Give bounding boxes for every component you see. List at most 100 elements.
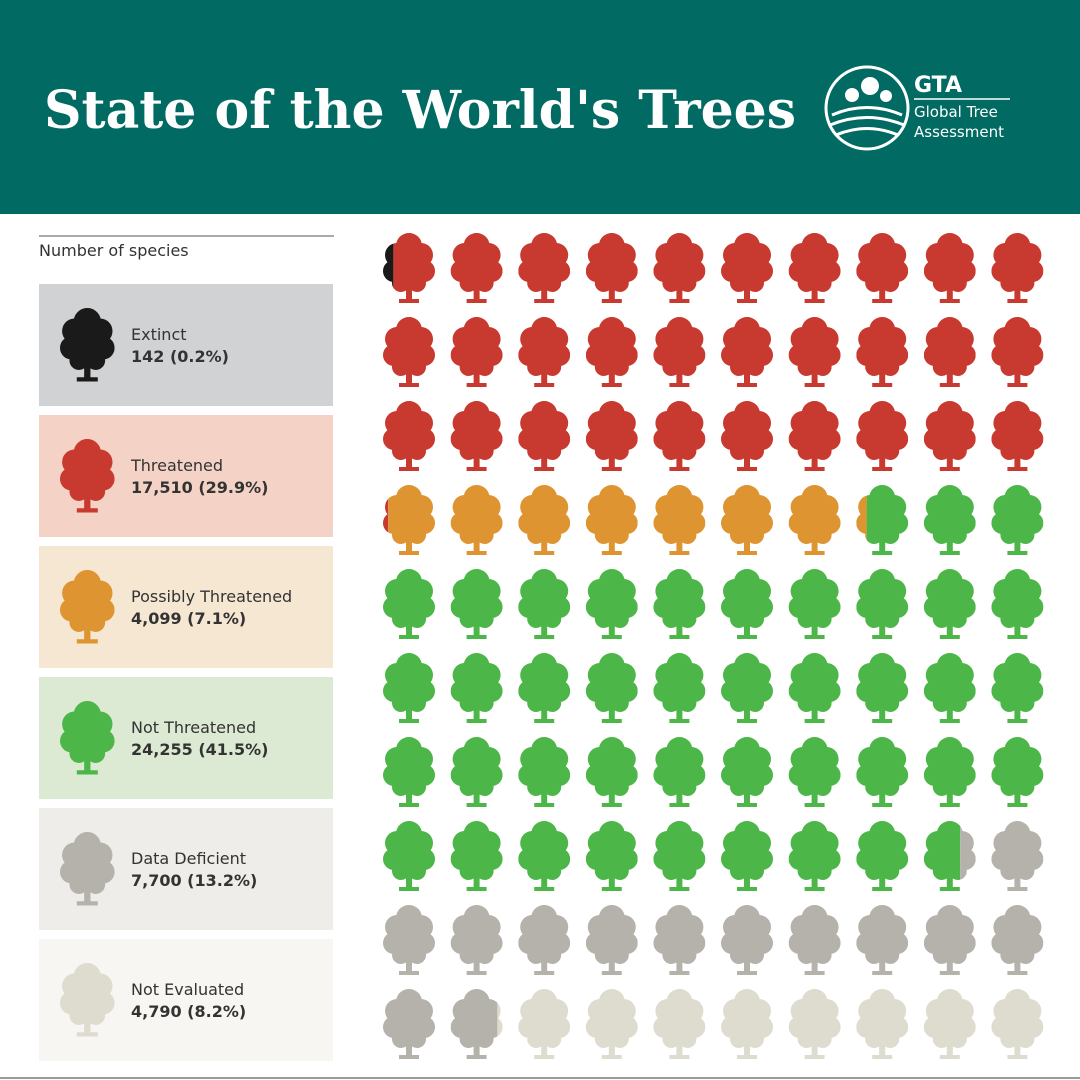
tree-segment xyxy=(518,233,571,303)
tree-shape xyxy=(923,653,976,723)
tree-segment xyxy=(383,821,435,891)
tree-shape xyxy=(856,233,909,303)
tree-segment xyxy=(383,401,435,471)
tree-shape xyxy=(518,821,571,891)
tree-shape xyxy=(856,317,909,387)
tree-segment xyxy=(585,485,638,555)
tree-shape xyxy=(923,821,976,891)
tree-segment xyxy=(653,233,706,303)
tree-shape xyxy=(585,905,638,975)
tree-shape xyxy=(383,569,435,639)
tree xyxy=(923,401,976,471)
tree xyxy=(923,821,976,891)
tree xyxy=(518,317,571,387)
tree xyxy=(991,317,1044,387)
legend-label: Not Evaluated xyxy=(131,980,244,999)
tree xyxy=(653,989,706,1059)
tree-shape xyxy=(653,317,706,387)
tree-segment xyxy=(585,737,638,807)
tree-shape xyxy=(991,989,1044,1059)
tree xyxy=(856,653,909,723)
tree xyxy=(653,569,706,639)
tree xyxy=(383,569,435,639)
tree-segment xyxy=(991,905,1044,975)
tree-segment xyxy=(923,401,976,471)
tree-shape xyxy=(653,989,706,1059)
tree-shape xyxy=(923,317,976,387)
tree xyxy=(923,905,976,975)
tree-segment xyxy=(991,569,1044,639)
tree-segment xyxy=(721,989,773,1059)
tree xyxy=(856,233,909,303)
tree-segment xyxy=(788,569,841,639)
tree-shape xyxy=(653,905,706,975)
tree-segment xyxy=(721,821,773,891)
tree-segment xyxy=(856,905,909,975)
tree xyxy=(721,821,773,891)
tree-shape xyxy=(518,401,571,471)
tree-segment xyxy=(721,317,773,387)
tree xyxy=(518,233,571,303)
tree xyxy=(856,401,909,471)
legend-value: 4,790 (8.2%) xyxy=(131,1002,246,1021)
tree xyxy=(585,401,638,471)
tree-shape xyxy=(721,233,773,303)
tree-segment xyxy=(585,401,638,471)
tree-segment xyxy=(856,317,909,387)
tree-shape xyxy=(450,233,503,303)
tree-shape xyxy=(383,737,435,807)
tree-shape xyxy=(585,485,638,555)
tree-shape xyxy=(721,401,773,471)
tree-shape xyxy=(653,401,706,471)
tree-shape xyxy=(518,989,571,1059)
tree xyxy=(585,233,638,303)
logo-name: Assessment xyxy=(914,123,1004,141)
tree-segment xyxy=(388,485,435,555)
tree-segment xyxy=(653,905,706,975)
tree-segment xyxy=(518,989,571,1059)
tree-shape xyxy=(788,569,841,639)
tree xyxy=(721,653,773,723)
tree xyxy=(450,485,503,555)
tree-segment xyxy=(450,653,503,723)
tree xyxy=(518,569,571,639)
tree xyxy=(383,485,435,555)
tree-segment xyxy=(923,569,976,639)
tree xyxy=(450,401,503,471)
tree-shape xyxy=(383,653,435,723)
tree-shape xyxy=(383,485,435,555)
tree-shape xyxy=(856,821,909,891)
legend-label: Possibly Threatened xyxy=(131,587,292,606)
tree-shape xyxy=(923,233,976,303)
legend-value: 142 (0.2%) xyxy=(131,347,229,366)
tree xyxy=(991,401,1044,471)
tree xyxy=(788,737,841,807)
tree-shape xyxy=(721,653,773,723)
tree xyxy=(653,233,706,303)
tree-shape xyxy=(721,737,773,807)
tree-shape xyxy=(653,233,706,303)
tree-shape xyxy=(450,821,503,891)
tree-shape xyxy=(721,317,773,387)
tree xyxy=(450,317,503,387)
tree-segment xyxy=(585,569,638,639)
tree xyxy=(721,485,773,555)
tree-segment xyxy=(653,821,706,891)
tree-segment xyxy=(721,653,773,723)
tree-shape xyxy=(788,737,841,807)
tree-shape xyxy=(518,653,571,723)
tree-shape xyxy=(585,821,638,891)
legend-value: 24,255 (41.5%) xyxy=(131,740,268,759)
tree-shape xyxy=(585,737,638,807)
tree xyxy=(788,317,841,387)
tree-segment xyxy=(721,905,773,975)
tree xyxy=(856,485,909,555)
tree-shape xyxy=(518,485,571,555)
tree-shape xyxy=(856,905,909,975)
tree-shape xyxy=(788,821,841,891)
tree-segment xyxy=(788,821,841,891)
tree-shape xyxy=(721,569,773,639)
tree xyxy=(721,905,773,975)
tree-shape xyxy=(788,989,841,1059)
